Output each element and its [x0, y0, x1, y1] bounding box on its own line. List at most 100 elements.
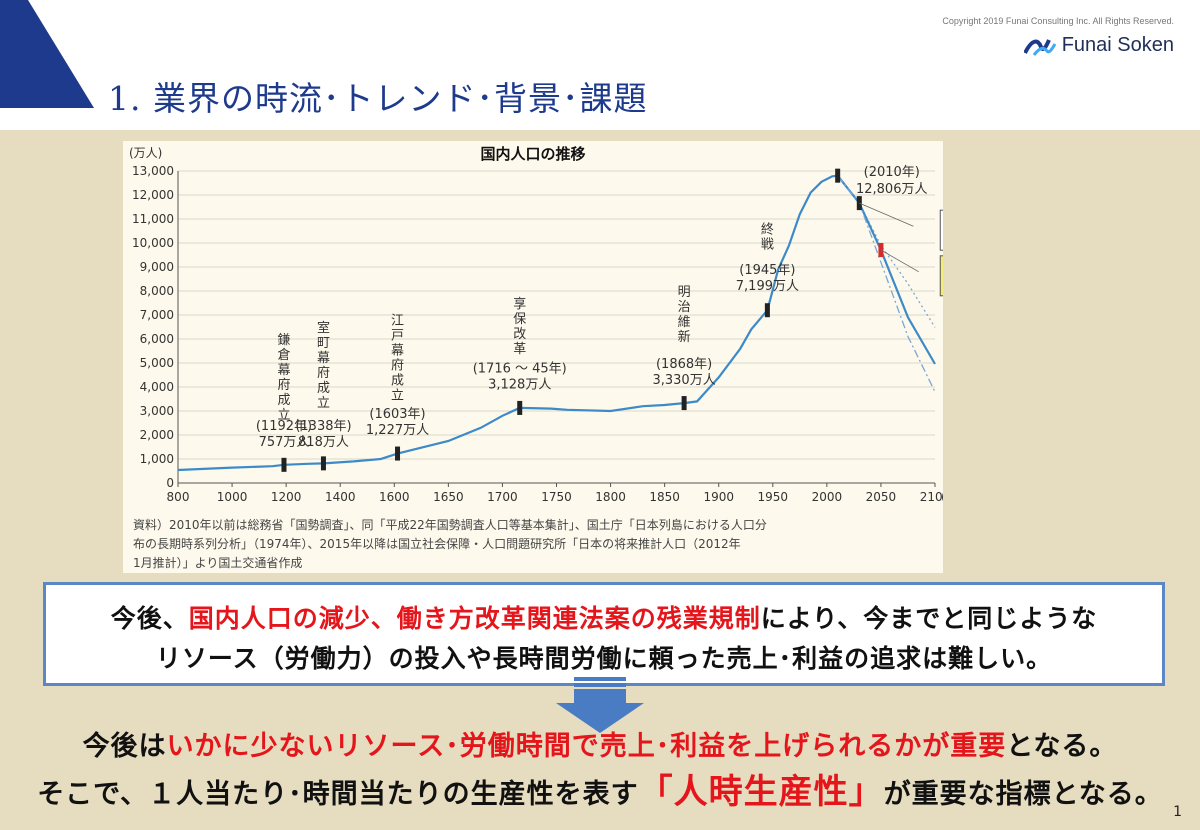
- x-tick-label: 1900: [703, 490, 734, 504]
- event-annotation-text: 7,199万人: [736, 279, 799, 294]
- event-annotation-text: 倉: [277, 348, 290, 363]
- event-annotation-text: 戸: [391, 329, 404, 344]
- event-annotation-text: (1716 ～ 45年): [473, 362, 567, 377]
- event-annotation-text: 改: [513, 327, 526, 342]
- callout-box: [939, 255, 943, 297]
- x-tick-label: 1850: [649, 490, 680, 504]
- event-annotation-text: 治: [678, 300, 691, 315]
- series-line-projection-high: [837, 175, 936, 328]
- series-line-projection-low: [837, 175, 936, 393]
- event-annotation-text: 成: [277, 393, 290, 408]
- event-annotation-text: 立: [277, 408, 290, 423]
- event-annotation-text: 府: [317, 366, 330, 381]
- event-annotation-text: 終: [761, 221, 774, 237]
- conclusion-line-1-prefix: 今後は: [82, 731, 167, 762]
- y-tick-label: 5,000: [140, 356, 174, 370]
- source-note-line: 資料）2010年以前は総務省「国勢調査」、同「平成22年国勢調査人口等基本集計」…: [133, 517, 767, 532]
- source-note-line: 布の長期時系列分析」（1974年）、2015年以降は国立社会保障・人口問題研究所…: [133, 536, 741, 551]
- conclusion-line-2: そこで、１人当たり･時間当たりの生産性を表す「人時生産性」が重要な指標となる。: [0, 764, 1200, 813]
- event-annotation-text: 享: [513, 296, 526, 312]
- y-tick-label: 9,000: [140, 260, 174, 274]
- event-annotation-text: 3,128万人: [488, 378, 551, 393]
- x-tick-label: 1750: [541, 490, 572, 504]
- event-annotation-text: (1192年): [256, 419, 312, 434]
- y-tick-label: 11,000: [132, 212, 174, 226]
- event-annotation-text: 3,330万人: [652, 373, 715, 388]
- down-arrow-icon: [556, 677, 644, 733]
- data-marker: [764, 303, 770, 318]
- x-tick-label: 1200: [271, 490, 302, 504]
- x-tick-label: 1000: [217, 490, 248, 504]
- corner-triangle-decoration: [0, 0, 94, 108]
- callout-leader-2050: [880, 249, 919, 273]
- page-number: 1: [1173, 804, 1182, 820]
- event-annotation-text: 幕: [317, 351, 330, 366]
- data-marker: [681, 396, 687, 411]
- conclusion-line-1: 今後はいかに少ないリソース･労働時間で売上･利益を上げられるかが重要となる。: [0, 724, 1200, 763]
- message-line-1-suffix: により、今までと同じような: [760, 604, 1098, 633]
- x-tick-label: 1650: [433, 490, 464, 504]
- y-tick-label: 1,000: [140, 452, 174, 466]
- copyright-text: Copyright 2019 Funai Consulting Inc. All…: [942, 16, 1174, 26]
- wave-logo-icon: [1023, 38, 1056, 56]
- logo-text: Funai Soken: [1061, 34, 1174, 56]
- event-annotation-text: 成: [317, 381, 330, 396]
- source-note-line: 1月推計）」より国土交通省作成: [133, 555, 302, 570]
- population-chart-svg: 国内人口の推移 (万人) 0 1,000 2,000 3,000 4,000 5,000 6,0…: [129, 145, 943, 570]
- callout-box: [939, 209, 943, 251]
- data-marker: [878, 243, 884, 258]
- event-annotation-text: (1338年): [295, 419, 351, 434]
- slide-title: 1. 業界の時流･トレンド･背景･課題: [108, 79, 648, 118]
- message-line-1-highlight: 国内人口の減少、働き方改革関連法案の残業規制: [188, 604, 761, 633]
- conclusion-line-2-keyword: 「人時生産性」: [638, 772, 884, 812]
- x-tick-label: 2100: [920, 490, 943, 504]
- y-tick-label: 13,000: [132, 164, 174, 178]
- callout-text: (2010年): [864, 165, 920, 180]
- event-annotation-text: 幕: [391, 344, 404, 359]
- conclusion-line-2-suffix: が重要な指標となる。: [883, 779, 1163, 810]
- data-marker: [395, 446, 401, 461]
- message-line-2: リソース（労働力）の投入や長時間労働に頼った売上･利益の追求は難しい。: [155, 644, 1053, 673]
- y-tick-label: 2,000: [140, 428, 174, 442]
- event-annotation-text: 新: [678, 329, 691, 345]
- company-logo: Funai Soken: [1023, 34, 1174, 57]
- y-axis-unit-label: (万人): [129, 146, 162, 160]
- y-tick-label: 4,000: [140, 380, 174, 394]
- callout-leader-2030: [859, 202, 914, 227]
- event-annotation-text: 立: [317, 396, 330, 411]
- event-annotation-text: 幕: [277, 363, 290, 378]
- message-box: 今後、国内人口の減少、働き方改革関連法案の残業規制により、今までと同じような リ…: [43, 582, 1165, 686]
- event-annotation-text: 鎌: [277, 333, 290, 348]
- event-annotation-text: 明: [678, 285, 691, 300]
- event-annotation-text: 維: [678, 315, 691, 330]
- message-line-1: 今後、国内人口の減少、働き方改革関連法案の残業規制により、今までと同じような: [46, 599, 1162, 635]
- x-tick-label: 1800: [595, 490, 626, 504]
- y-tick-label: 7,000: [140, 308, 174, 322]
- callout-text: 12,806万人: [856, 182, 928, 197]
- x-tick-label: 1400: [325, 490, 356, 504]
- data-marker: [281, 457, 287, 472]
- event-annotation-text: (1603年): [369, 407, 425, 422]
- y-tick-label: 3,000: [140, 404, 174, 418]
- event-annotation-text: 府: [277, 378, 290, 393]
- event-annotation-text: 保: [513, 312, 526, 327]
- event-annotation-text: 町: [317, 336, 330, 351]
- x-axis-unit-label: (年): [941, 490, 943, 504]
- y-tick-label: 12,000: [132, 188, 174, 202]
- data-marker: [517, 400, 523, 415]
- series-line-projection-medium: [836, 175, 936, 365]
- event-annotation-text: (1868年): [656, 357, 712, 372]
- conclusion-line-1-highlight: いかに少ないリソース･労働時間で売上･利益を上げられるかが重要: [166, 731, 1007, 762]
- population-chart: 国内人口の推移 (万人) 0 1,000 2,000 3,000 4,000 5,000 6,0…: [123, 141, 943, 573]
- event-annotation-text: 戦: [761, 237, 774, 252]
- y-tick-label: 0: [166, 476, 174, 490]
- message-line-1-prefix: 今後、: [110, 604, 189, 633]
- event-annotation-text: (1945年): [739, 263, 795, 278]
- event-annotation-text: 818万人: [298, 435, 349, 450]
- event-annotation-text: 立: [391, 389, 404, 404]
- event-annotation-text: 室: [317, 320, 330, 336]
- data-marker: [835, 168, 841, 183]
- event-annotation-text: 1,227万人: [366, 423, 429, 438]
- event-annotation-text: 江: [391, 314, 404, 329]
- data-marker: [320, 456, 326, 471]
